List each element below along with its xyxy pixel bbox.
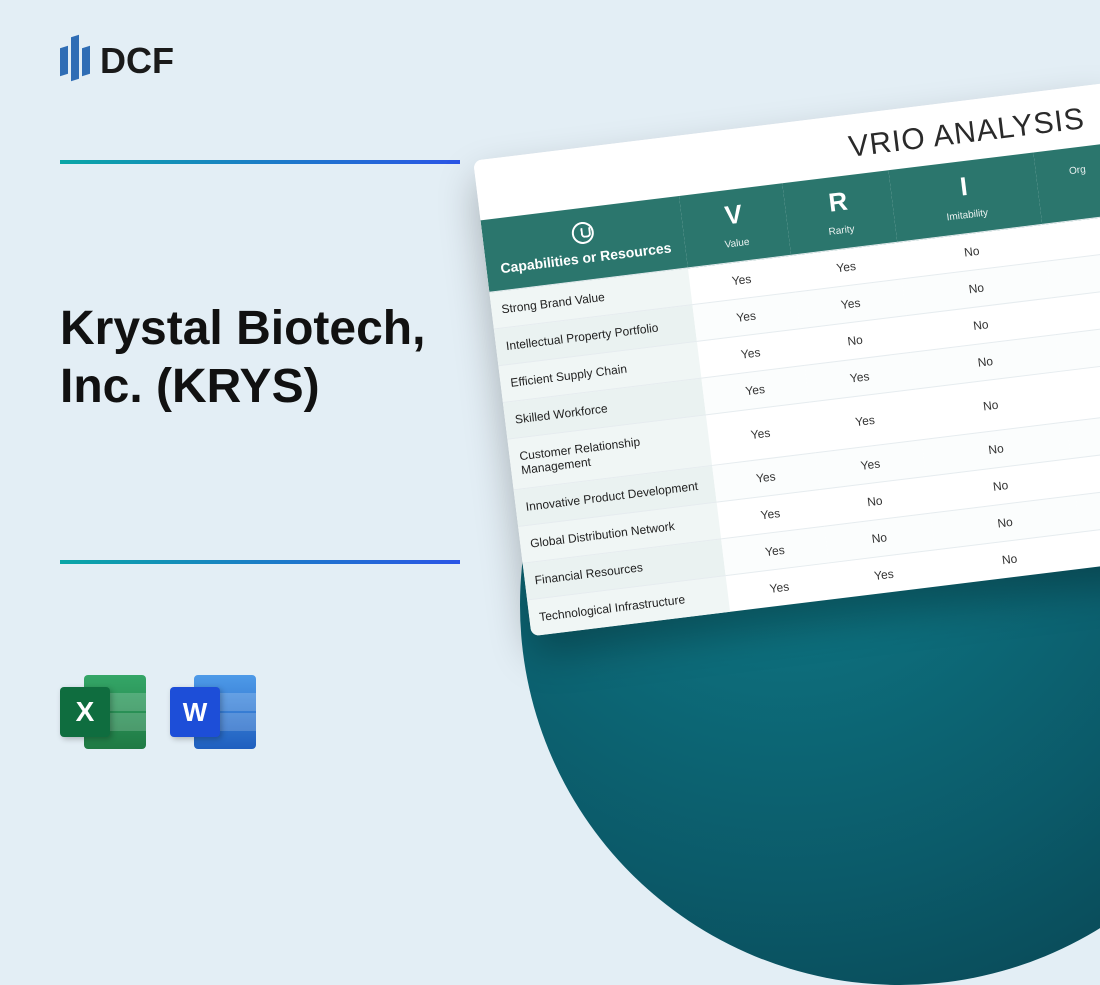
- word-icon[interactable]: W: [170, 669, 256, 755]
- logo-bars-icon: [60, 42, 90, 80]
- divider-top: [60, 160, 460, 164]
- col-o-sub: Org: [1068, 164, 1086, 177]
- col-v: V Value: [679, 183, 791, 268]
- logo: DCF: [60, 40, 174, 82]
- word-letter: W: [170, 687, 220, 737]
- col-r-sub: Rarity: [828, 224, 855, 238]
- file-icons-row: X W: [60, 669, 256, 755]
- col-i-sub: Imitability: [946, 207, 989, 223]
- excel-icon[interactable]: X: [60, 669, 146, 755]
- col-r: R Rarity: [782, 170, 897, 255]
- page-title: Krystal Biotech, Inc. (KRYS): [60, 300, 500, 415]
- col-i-big: I: [897, 163, 1030, 210]
- logo-text: DCF: [100, 40, 174, 82]
- col-r-big: R: [791, 181, 885, 223]
- vrio-table: Capabilities or Resources V Value R Rari…: [481, 142, 1100, 636]
- col-capabilities-label: Capabilities or Resources: [500, 239, 673, 276]
- col-v-big: V: [688, 194, 779, 235]
- divider-bottom: [60, 560, 460, 564]
- excel-letter: X: [60, 687, 110, 737]
- cell-o: [1060, 361, 1100, 422]
- col-v-sub: Value: [724, 237, 750, 251]
- col-o: Org: [1033, 142, 1100, 224]
- vrio-card: VRIO ANALYSIS Capabilities or Resources …: [473, 83, 1100, 636]
- bulb-icon: [571, 221, 596, 246]
- col-o-big: [1043, 153, 1100, 161]
